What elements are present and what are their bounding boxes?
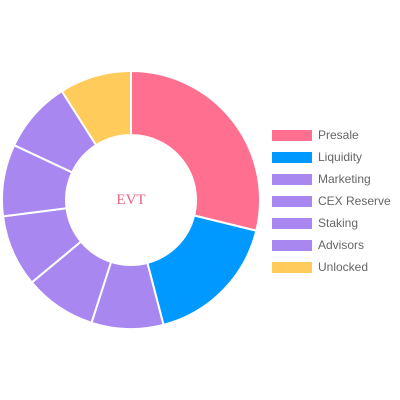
- legend-swatch-liquidity: [272, 151, 312, 163]
- legend-label-liquidity: Liquidity: [318, 150, 363, 164]
- legend: Presale Liquidity Marketing CEX Reserve …: [272, 124, 398, 278]
- doughnut-slice-8[interactable]: [60, 69, 132, 147]
- legend-label-marketing: Marketing: [318, 172, 371, 186]
- legend-swatch-advisors: [272, 239, 312, 251]
- center-label: EVT: [116, 192, 145, 208]
- doughnut-slice-2[interactable]: [146, 214, 258, 327]
- doughnut-slices: [1, 69, 261, 330]
- legend-label-unlocked: Unlocked: [318, 260, 369, 274]
- legend-swatch-staking: [272, 217, 312, 229]
- legend-item-presale[interactable]: Presale: [272, 124, 398, 146]
- legend-item-marketing[interactable]: Marketing: [272, 168, 398, 190]
- legend-label-cex-reserve: CEX Reserve: [318, 194, 391, 208]
- legend-swatch-unlocked: [272, 261, 312, 273]
- legend-item-advisors[interactable]: Advisors: [272, 234, 398, 256]
- legend-label-advisors: Advisors: [318, 238, 365, 252]
- legend-label-staking: Staking: [318, 216, 359, 230]
- legend-item-cex-reserve[interactable]: CEX Reserve: [272, 190, 398, 212]
- legend-swatch-cex-reserve: [272, 195, 312, 207]
- legend-item-liquidity[interactable]: Liquidity: [272, 146, 398, 168]
- doughnut-slice-1[interactable]: [130, 69, 261, 232]
- legend-swatch-marketing: [272, 173, 312, 185]
- legend-label-presale: Presale: [318, 128, 359, 142]
- legend-item-staking[interactable]: Staking: [272, 212, 398, 234]
- legend-swatch-presale: [272, 129, 312, 141]
- legend-item-unlocked[interactable]: Unlocked: [272, 256, 398, 278]
